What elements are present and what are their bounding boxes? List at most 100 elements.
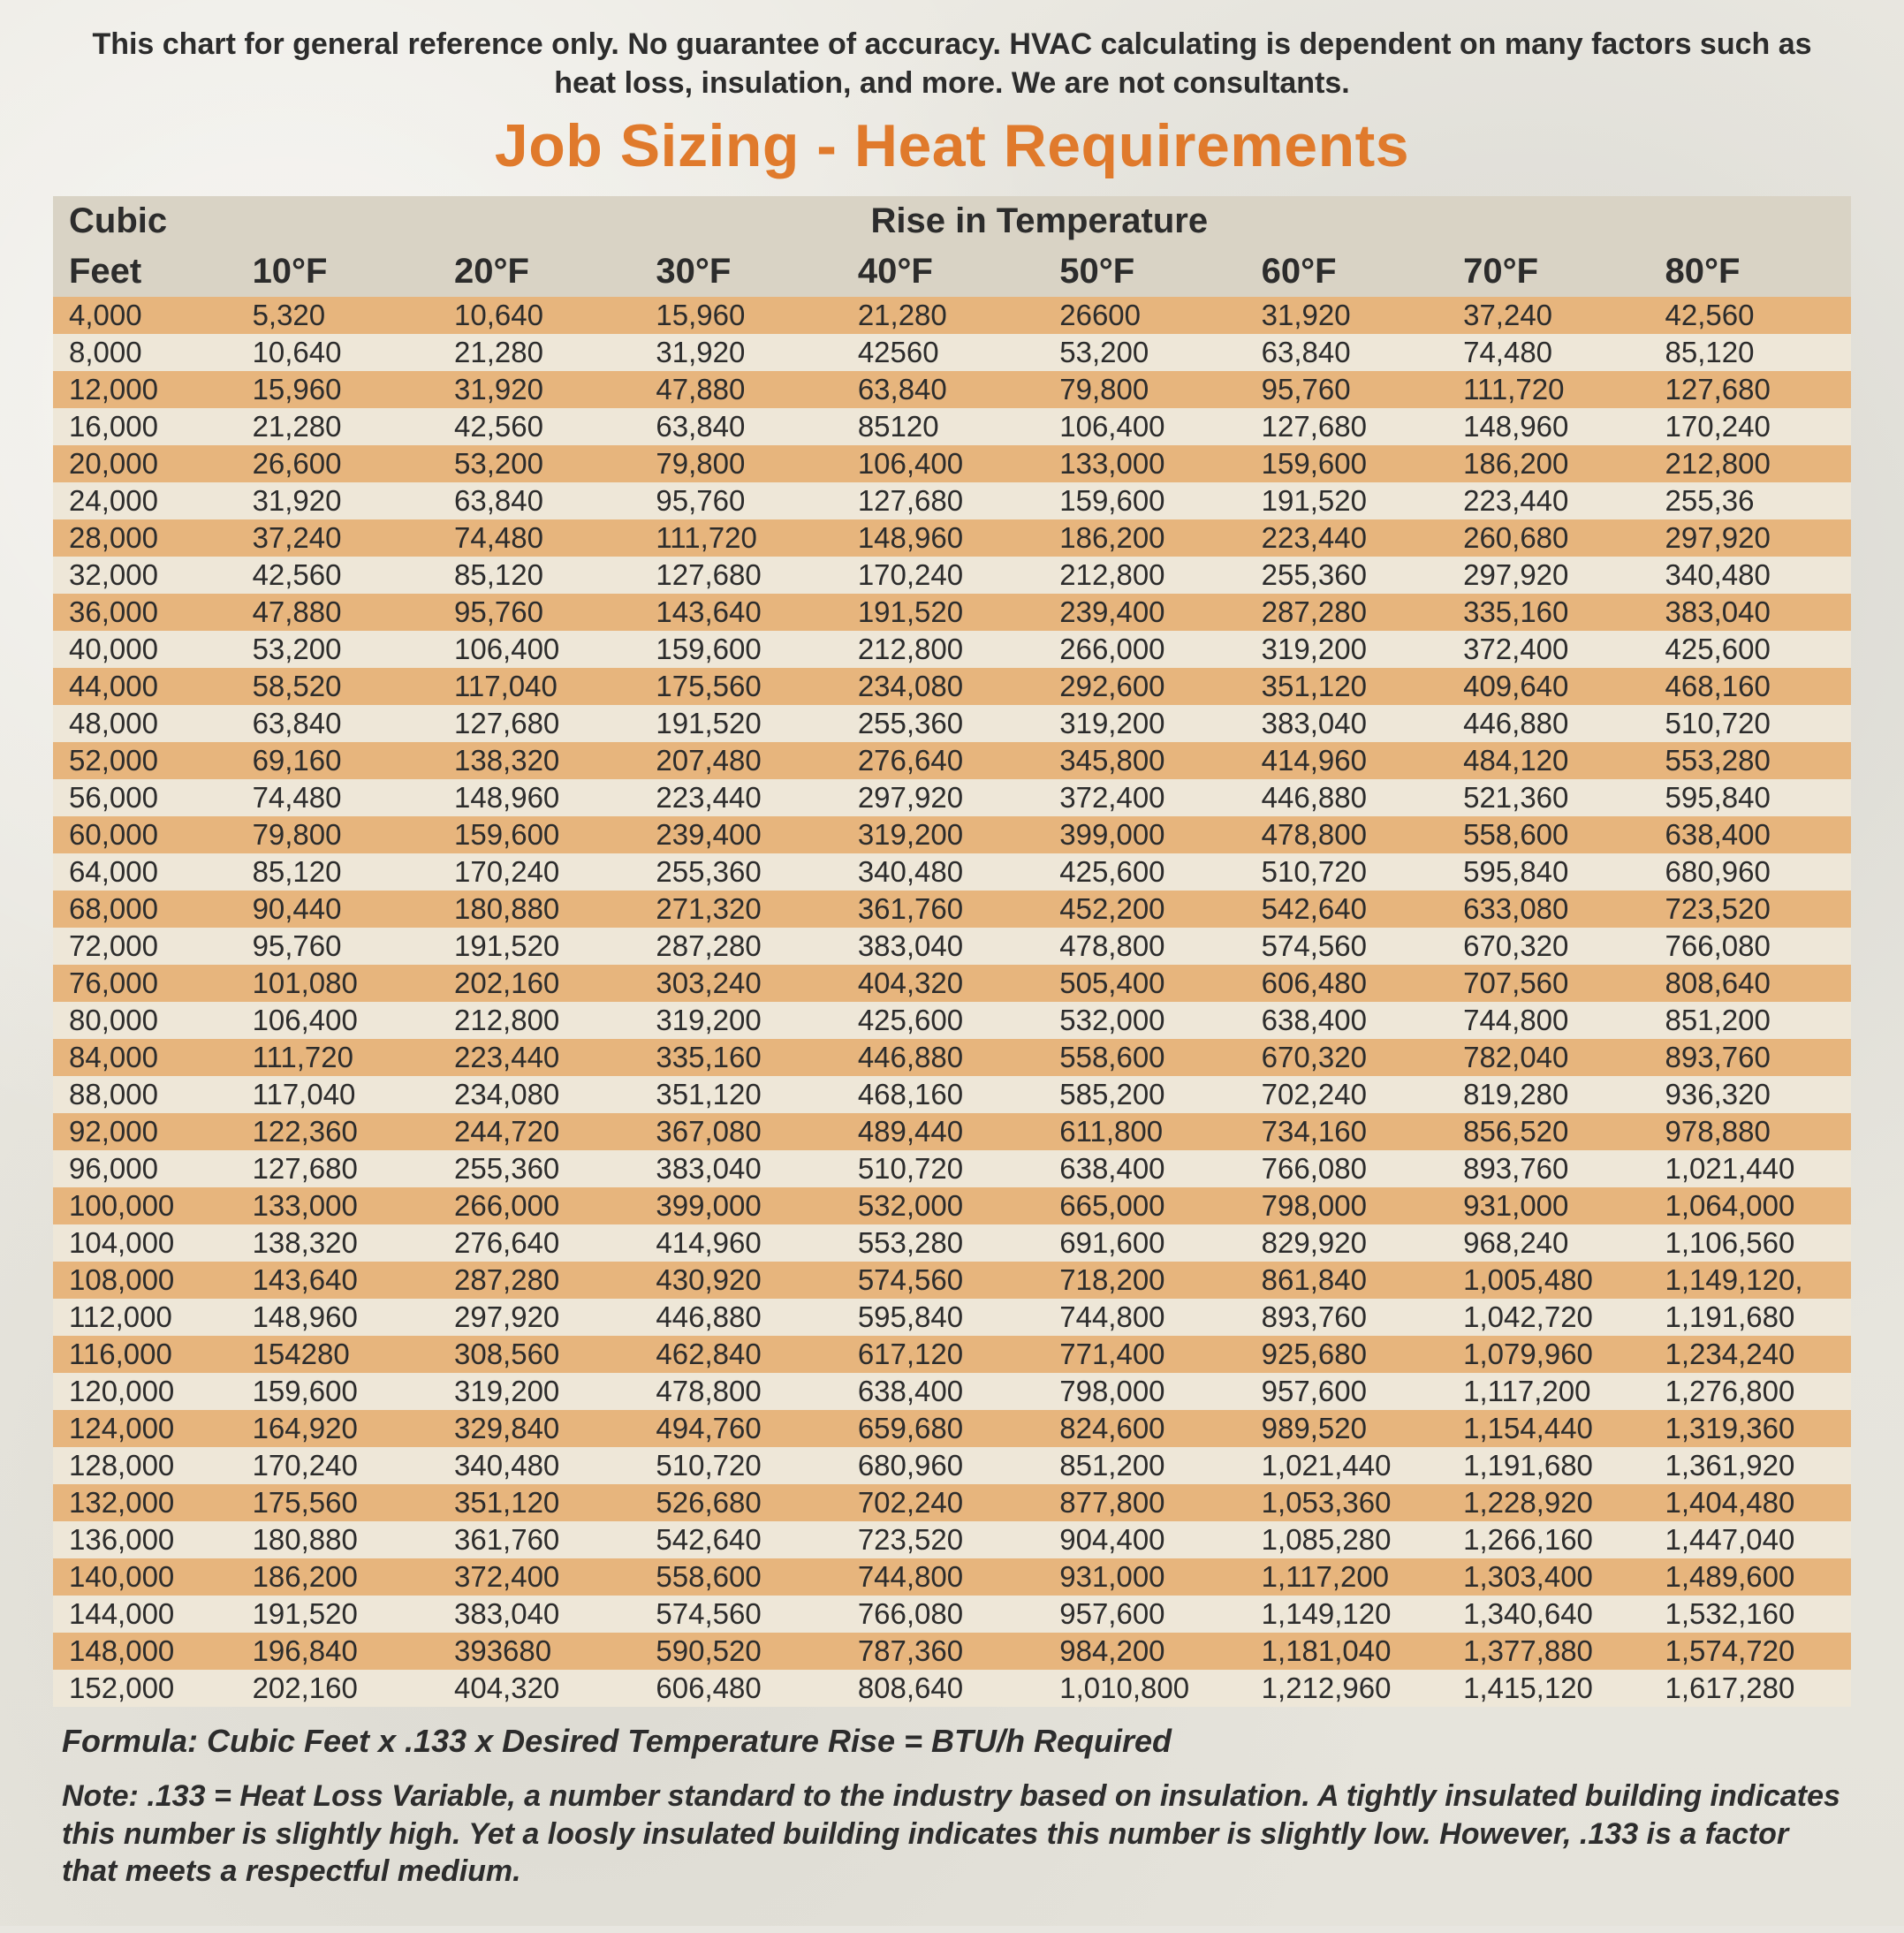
table-row: 92,000122,360244,720367,080489,440611,80… — [53, 1113, 1851, 1150]
cell-btu: 851,200 — [1043, 1447, 1245, 1484]
cell-btu: 558,600 — [1447, 816, 1649, 853]
cell-btu: 186,200 — [1447, 445, 1649, 482]
disclaimer-text: This chart for general reference only. N… — [91, 25, 1814, 102]
cell-cubic-feet: 100,000 — [53, 1187, 237, 1224]
cell-btu: 787,360 — [842, 1633, 1043, 1670]
cell-btu: 766,080 — [842, 1596, 1043, 1633]
cell-btu: 984,200 — [1043, 1633, 1245, 1670]
cell-btu: 319,200 — [1246, 631, 1447, 668]
cell-btu: 744,800 — [1447, 1002, 1649, 1039]
cell-btu: 1,574,720 — [1650, 1633, 1851, 1670]
cell-btu: 542,640 — [1246, 891, 1447, 928]
cell-cubic-feet: 72,000 — [53, 928, 237, 965]
table-row: 84,000111,720223,440335,160446,880558,60… — [53, 1039, 1851, 1076]
header-temp-col: 70°F — [1447, 246, 1649, 297]
cell-btu: 553,280 — [842, 1224, 1043, 1262]
cell-btu: 766,080 — [1650, 928, 1851, 965]
cell-btu: 957,600 — [1246, 1373, 1447, 1410]
cell-btu: 271,320 — [640, 891, 841, 928]
cell-btu: 319,200 — [842, 816, 1043, 853]
cell-btu: 617,120 — [842, 1336, 1043, 1373]
cell-btu: 638,400 — [842, 1373, 1043, 1410]
cell-cubic-feet: 92,000 — [53, 1113, 237, 1150]
cell-btu: 85120 — [842, 408, 1043, 445]
cell-btu: 707,560 — [1447, 965, 1649, 1002]
table-row: 148,000196,840393680590,520787,360984,20… — [53, 1633, 1851, 1670]
cell-btu: 521,360 — [1447, 779, 1649, 816]
table-row: 12,00015,96031,92047,88063,84079,80095,7… — [53, 371, 1851, 408]
cell-btu: 170,240 — [438, 853, 640, 891]
table-row: 104,000138,320276,640414,960553,280691,6… — [53, 1224, 1851, 1262]
cell-btu: 393680 — [438, 1633, 640, 1670]
cell-btu: 223,440 — [438, 1039, 640, 1076]
cell-btu: 85,120 — [1650, 334, 1851, 371]
table-row: 112,000148,960297,920446,880595,840744,8… — [53, 1299, 1851, 1336]
cell-btu: 42,560 — [237, 557, 438, 594]
cell-cubic-feet: 120,000 — [53, 1373, 237, 1410]
cell-btu: 404,320 — [842, 965, 1043, 1002]
cell-btu: 766,080 — [1246, 1150, 1447, 1187]
cell-btu: 63,840 — [438, 482, 640, 519]
cell-btu: 127,680 — [237, 1150, 438, 1187]
table-row: 88,000117,040234,080351,120468,160585,20… — [53, 1076, 1851, 1113]
cell-btu: 1,191,680 — [1650, 1299, 1851, 1336]
cell-btu: 276,640 — [842, 742, 1043, 779]
cell-btu: 69,160 — [237, 742, 438, 779]
table-row: 4,0005,32010,64015,96021,2802660031,9203… — [53, 297, 1851, 334]
cell-btu: 31,920 — [438, 371, 640, 408]
table-row: 136,000180,880361,760542,640723,520904,4… — [53, 1521, 1851, 1558]
cell-btu: 47,880 — [640, 371, 841, 408]
cell-btu: 1,021,440 — [1246, 1447, 1447, 1484]
cell-btu: 361,760 — [438, 1521, 640, 1558]
cell-btu: 1,489,600 — [1650, 1558, 1851, 1596]
cell-btu: 21,280 — [842, 297, 1043, 334]
note-text: Note: .133 = Heat Loss Variable, a numbe… — [62, 1778, 1842, 1891]
cell-btu: 191,520 — [1246, 482, 1447, 519]
cell-btu: 117,040 — [438, 668, 640, 705]
cell-btu: 367,080 — [640, 1113, 841, 1150]
cell-btu: 351,120 — [1246, 668, 1447, 705]
cell-btu: 383,040 — [438, 1596, 640, 1633]
cell-cubic-feet: 12,000 — [53, 371, 237, 408]
cell-btu: 968,240 — [1447, 1224, 1649, 1262]
cell-btu: 159,600 — [1043, 482, 1245, 519]
table-row: 68,00090,440180,880271,320361,760452,200… — [53, 891, 1851, 928]
cell-btu: 303,240 — [640, 965, 841, 1002]
cell-btu: 532,000 — [1043, 1002, 1245, 1039]
cell-btu: 606,480 — [1246, 965, 1447, 1002]
header-temp-col: 40°F — [842, 246, 1043, 297]
header-cubic-line2: Feet — [53, 246, 237, 297]
cell-btu: 15,960 — [640, 297, 841, 334]
table-row: 8,00010,64021,28031,9204256053,20063,840… — [53, 334, 1851, 371]
cell-btu: 127,680 — [438, 705, 640, 742]
table-row: 64,00085,120170,240255,360340,480425,600… — [53, 853, 1851, 891]
cell-cubic-feet: 148,000 — [53, 1633, 237, 1670]
header-temp-col: 80°F — [1650, 246, 1851, 297]
cell-btu: 1,085,280 — [1246, 1521, 1447, 1558]
cell-btu: 510,720 — [842, 1150, 1043, 1187]
table-row: 32,00042,56085,120127,680170,240212,8002… — [53, 557, 1851, 594]
cell-btu: 558,600 — [1043, 1039, 1245, 1076]
cell-cubic-feet: 132,000 — [53, 1484, 237, 1521]
cell-cubic-feet: 36,000 — [53, 594, 237, 631]
table-row: 108,000143,640287,280430,920574,560718,2… — [53, 1262, 1851, 1299]
cell-btu: 255,360 — [1246, 557, 1447, 594]
cell-btu: 234,080 — [842, 668, 1043, 705]
cell-btu: 191,520 — [438, 928, 640, 965]
cell-btu: 148,960 — [438, 779, 640, 816]
cell-btu: 85,120 — [237, 853, 438, 891]
cell-btu: 180,880 — [438, 891, 640, 928]
cell-btu: 297,920 — [1447, 557, 1649, 594]
cell-btu: 446,880 — [1246, 779, 1447, 816]
cell-cubic-feet: 108,000 — [53, 1262, 237, 1299]
cell-btu: 404,320 — [438, 1670, 640, 1707]
cell-btu: 101,080 — [237, 965, 438, 1002]
cell-btu: 42,560 — [438, 408, 640, 445]
cell-btu: 1,117,200 — [1447, 1373, 1649, 1410]
table-body: 4,0005,32010,64015,96021,2802660031,9203… — [53, 297, 1851, 1707]
cell-btu: 74,480 — [438, 519, 640, 557]
cell-btu: 978,880 — [1650, 1113, 1851, 1150]
cell-btu: 31,920 — [640, 334, 841, 371]
table-row: 76,000101,080202,160303,240404,320505,40… — [53, 965, 1851, 1002]
cell-btu: 143,640 — [640, 594, 841, 631]
